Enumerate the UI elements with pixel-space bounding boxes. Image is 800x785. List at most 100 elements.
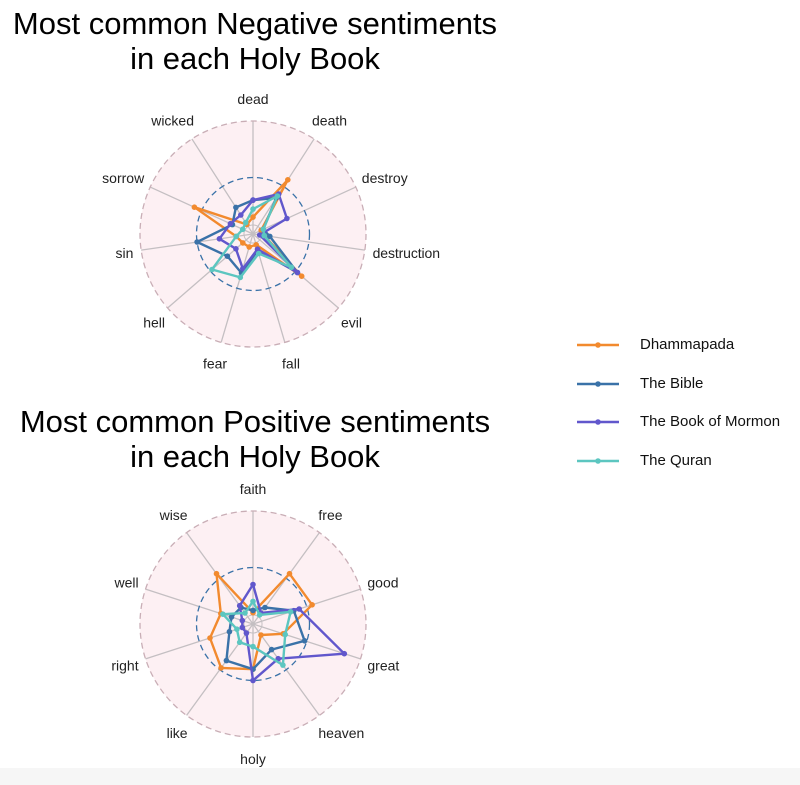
- positive-point-the-book-of-mormon-like: [243, 630, 250, 636]
- legend-dot-the-book-of-mormon: [595, 419, 601, 425]
- negative-axis-label-sorrow: sorrow: [102, 170, 145, 186]
- positive-axis-label-good: good: [367, 574, 398, 590]
- negative-point-the-book-of-mormon-fall: [254, 246, 261, 252]
- positive-point-the-bible-heaven: [268, 646, 275, 653]
- positive-point-the-bible-well: [228, 614, 235, 620]
- footer-band: [0, 768, 800, 785]
- negative-point-dhammapada-death: [285, 177, 291, 183]
- positive-point-dhammapada-like: [218, 665, 224, 671]
- negative-axis-label-fear: fear: [203, 356, 227, 372]
- positive-axis-label-like: like: [167, 725, 188, 741]
- legend-item-the-quran: The Quran: [576, 446, 800, 485]
- negative-point-the-book-of-mormon-fear: [240, 265, 246, 272]
- positive-point-the-book-of-mormon-well: [239, 617, 246, 624]
- positive-point-the-bible-great: [301, 638, 308, 644]
- negative-point-the-quran-death: [274, 193, 281, 199]
- negative-axis-label-fall: fall: [282, 356, 300, 372]
- negative-outer-ring: [139, 120, 367, 348]
- positive-point-the-quran-right: [234, 626, 240, 632]
- negative-point-the-book-of-mormon-hell: [233, 246, 239, 252]
- negative-point-dhammapada-dead: [250, 214, 256, 220]
- positive-axis-label-heaven: heaven: [318, 725, 364, 741]
- negative-point-the-book-of-mormon-wicked: [238, 212, 244, 218]
- negative-point-the-bible-sin: [194, 239, 200, 245]
- negative-point-the-book-of-mormon-dead: [250, 197, 256, 203]
- negative-point-the-quran-wicked: [242, 219, 249, 226]
- negative-point-dhammapada-evil: [298, 273, 305, 280]
- positive-reference-ring: [195, 566, 311, 682]
- positive-point-the-quran-great: [282, 631, 289, 638]
- positive-point-dhammapada-free: [286, 570, 293, 577]
- positive-point-the-bible-like: [223, 657, 230, 664]
- positive-axis-label-well: well: [113, 574, 138, 590]
- positive-point-dhammapada-wise: [213, 570, 220, 577]
- positive-point-the-bible-free: [262, 604, 268, 611]
- positive-axis-label-holy: holy: [240, 751, 266, 767]
- positive-point-the-quran-well: [220, 611, 226, 617]
- positive-point-the-book-of-mormon-great: [341, 650, 348, 657]
- negative-point-dhammapada-fear: [246, 244, 252, 250]
- legend-item-the-bible: The Bible: [576, 369, 800, 408]
- positive-axis-label-free: free: [318, 507, 342, 523]
- positive-point-the-quran-heaven: [280, 662, 286, 668]
- positive-axis-label-great: great: [367, 658, 399, 674]
- positive-point-the-quran-holy: [250, 643, 256, 650]
- legend-label-the-book-of-mormon: The Book of Mormon: [640, 413, 781, 430]
- positive-axis-label-right: right: [111, 658, 138, 674]
- negative-point-dhammapada-fall: [253, 242, 259, 248]
- negative-point-the-bible-destruction: [267, 233, 273, 240]
- legend-swatch-the-book-of-mormon: [577, 419, 619, 425]
- legend-swatch-dhammapada: [577, 342, 619, 348]
- negative-axis-label-destroy: destroy: [362, 170, 408, 186]
- negative-point-the-quran-hell: [209, 266, 215, 273]
- positive-spoke-good: [252, 588, 361, 625]
- positive-point-the-bible-right: [226, 628, 233, 635]
- negative-axis-label-evil: evil: [341, 314, 362, 330]
- legend-label-the-bible: The Bible: [640, 374, 704, 392]
- positive-point-the-quran-like: [236, 639, 243, 646]
- negative-point-the-quran-dead: [250, 206, 256, 212]
- positive-point-the-book-of-mormon-holy: [250, 677, 256, 684]
- negative-point-the-book-of-mormon-sorrow: [227, 220, 234, 227]
- positive-point-dhammapada-good: [309, 602, 315, 608]
- positive-point-the-book-of-mormon-right: [239, 624, 246, 631]
- negative-axis-label-wicked: wicked: [150, 112, 194, 128]
- negative-axis-label-death: death: [312, 112, 347, 128]
- legend-swatch-the-quran: [577, 457, 619, 464]
- negative-point-the-bible-wicked: [233, 204, 239, 211]
- positive-point-the-quran-free: [256, 612, 263, 618]
- negative-axis-label-dead: dead: [237, 91, 268, 107]
- negative-radar: dead death destroy destruction evil fall fear h…: [102, 91, 440, 372]
- legend-dot-the-bible: [595, 380, 601, 387]
- positive-point-dhammapada-right: [207, 635, 213, 641]
- positive-axis-label-faith: faith: [240, 481, 266, 497]
- positive-point-the-quran-faith: [250, 598, 256, 605]
- negative-axis-label-destruction: destruction: [373, 245, 440, 261]
- negative-reference-ring: [195, 176, 311, 292]
- negative-point-the-book-of-mormon-destruction: [256, 232, 263, 238]
- positive-point-the-bible-faith: [250, 607, 256, 614]
- negative-point-the-book-of-mormon-evil: [294, 269, 301, 276]
- negative-point-the-book-of-mormon-sin: [216, 236, 223, 242]
- positive-radar: faith free good great heaven holy like right wel…: [111, 481, 399, 767]
- negative-axis-label-hell: hell: [143, 314, 165, 330]
- positive-point-the-book-of-mormon-good: [296, 606, 303, 612]
- negative-point-the-bible-hell: [224, 253, 231, 259]
- negative-point-the-book-of-mormon-destroy: [284, 215, 290, 222]
- legend-dot-dhammapada: [595, 342, 601, 348]
- legend-label-the-quran: The Quran: [640, 451, 712, 469]
- negative-point-dhammapada-hell: [240, 240, 246, 246]
- negative-point-the-quran-destroy: [260, 226, 267, 233]
- positive-axis-label-wise: wise: [159, 507, 188, 523]
- legend-label-dhammapada: Dhammapada: [640, 336, 735, 353]
- legend-item-dhammapada: Dhammapada: [576, 330, 800, 369]
- negative-point-dhammapada-sorrow: [191, 204, 198, 210]
- positive-point-dhammapada-heaven: [258, 632, 264, 638]
- negative-point-the-quran-sorrow: [239, 226, 246, 233]
- negative-point-the-quran-sin: [233, 233, 239, 240]
- negative-point-the-quran-evil: [288, 264, 295, 271]
- legend-dot-the-quran: [595, 457, 601, 464]
- positive-point-the-book-of-mormon-wise: [236, 602, 243, 609]
